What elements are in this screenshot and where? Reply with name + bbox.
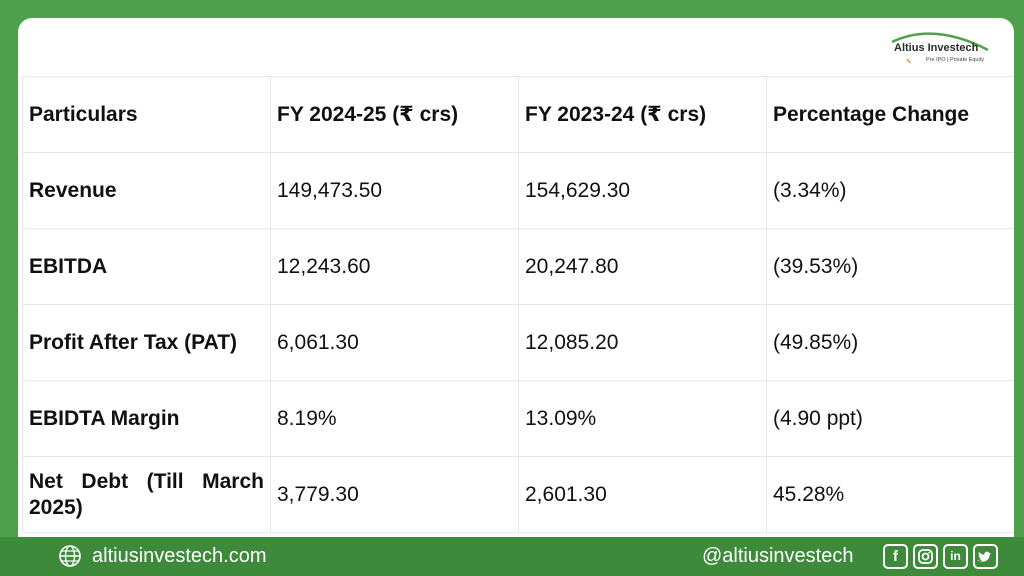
cell-change: 45.28%	[766, 456, 1014, 533]
table-header-row: Particulars FY 2024-25 (₹ crs) FY 2023-2…	[22, 76, 1014, 153]
cell-fy2024: 2,601.30	[518, 456, 767, 533]
cell-fy2024: 13.09%	[518, 380, 767, 457]
header-fy2024: FY 2023-24 (₹ crs)	[518, 76, 767, 153]
row-label: EBIDTA Margin	[22, 380, 271, 457]
brand-logo: Altius Investech ✎ Pre IPO | Private Equ…	[884, 28, 996, 78]
pen-icon: ✎	[906, 59, 912, 66]
instagram-icon[interactable]	[913, 544, 938, 569]
cell-change: (39.53%)	[766, 228, 1014, 305]
footer-bar: altiusinvestech.com @altiusinvestech f i…	[0, 537, 1024, 576]
header-fy2025: FY 2024-25 (₹ crs)	[270, 76, 519, 153]
table-row: EBIDTA Margin 8.19% 13.09% (4.90 ppt)	[22, 380, 1014, 457]
logo-tagline: Pre IPO | Private Equity	[926, 57, 984, 63]
cell-fy2025: 6,061.30	[270, 304, 519, 381]
logo-name: Altius Investech	[894, 42, 979, 54]
row-label: EBITDA	[22, 228, 271, 305]
globe-icon	[59, 545, 81, 567]
table-row: Profit After Tax (PAT) 6,061.30 12,085.2…	[22, 304, 1014, 381]
cell-fy2024: 12,085.20	[518, 304, 767, 381]
content-card: Altius Investech ✎ Pre IPO | Private Equ…	[18, 18, 1014, 550]
cell-fy2025: 8.19%	[270, 380, 519, 457]
twitter-icon[interactable]	[973, 544, 998, 569]
row-label: Net Debt (Till March 2025)	[22, 456, 271, 533]
facebook-icon[interactable]: f	[883, 544, 908, 569]
social-handle[interactable]: @altiusinvestech	[702, 545, 854, 567]
row-label: Revenue	[22, 152, 271, 229]
cell-fy2024: 154,629.30	[518, 152, 767, 229]
website-link[interactable]: altiusinvestech.com	[92, 545, 267, 567]
cell-change: (3.34%)	[766, 152, 1014, 229]
linkedin-icon[interactable]: in	[943, 544, 968, 569]
cell-change: (4.90 ppt)	[766, 380, 1014, 457]
cell-fy2025: 3,779.30	[270, 456, 519, 533]
financials-table: Particulars FY 2024-25 (₹ crs) FY 2023-2…	[22, 76, 1014, 533]
cell-fy2025: 149,473.50	[270, 152, 519, 229]
cell-fy2024: 20,247.80	[518, 228, 767, 305]
table-row: EBITDA 12,243.60 20,247.80 (39.53%)	[22, 228, 1014, 305]
table-row: Net Debt (Till March 2025) 3,779.30 2,60…	[22, 456, 1014, 533]
header-percentage-change: Percentage Change	[766, 76, 1014, 153]
cell-fy2025: 12,243.60	[270, 228, 519, 305]
row-label: Profit After Tax (PAT)	[22, 304, 271, 381]
cell-change: (49.85%)	[766, 304, 1014, 381]
logo-arc-icon	[891, 32, 989, 52]
header-particulars: Particulars	[22, 76, 271, 153]
table-row: Revenue 149,473.50 154,629.30 (3.34%)	[22, 152, 1014, 229]
